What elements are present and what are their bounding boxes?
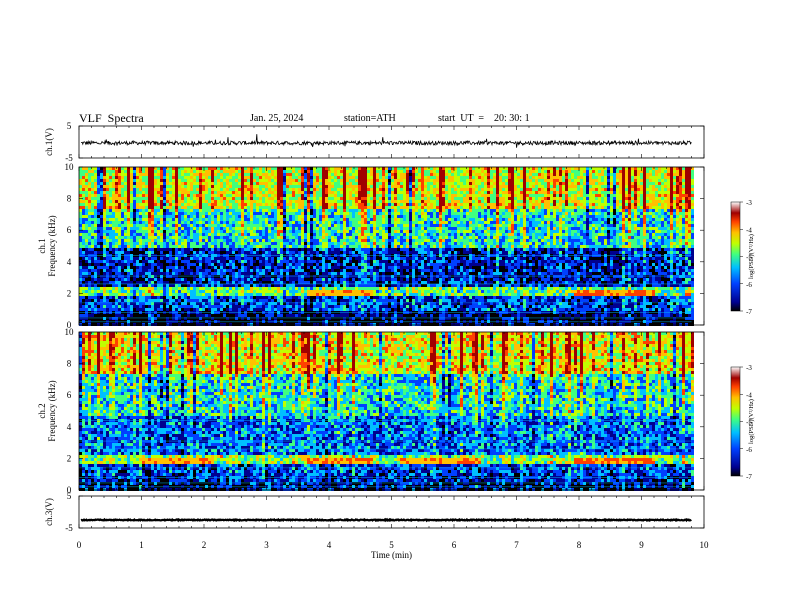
y-tick-label: 8	[67, 194, 72, 204]
y-tick-label: 4	[67, 422, 72, 432]
colorbar-tick-label: -3	[746, 199, 752, 207]
colorbar-tick-label: -4	[746, 226, 752, 234]
y-tick-label: 6	[67, 225, 72, 235]
x-tick-label: 2	[202, 540, 207, 550]
colorbar-label: log(PSD)(V²/Hz)	[748, 399, 755, 444]
spectrogram-cells	[79, 167, 694, 326]
x-tick-label: 10	[700, 540, 710, 550]
y-tick-label: 5	[67, 121, 72, 131]
panel-frame-4	[79, 496, 704, 528]
colorbar	[731, 367, 740, 476]
y-axis-label: Frequency (kHz)	[47, 380, 57, 441]
y-tick-label: 6	[67, 390, 72, 400]
x-tick-label: 3	[264, 540, 269, 550]
y-tick-label: 4	[67, 257, 72, 267]
y-tick-label: 5	[67, 491, 72, 501]
x-tick-label: 8	[577, 540, 582, 550]
y-tick-label: 2	[67, 453, 72, 463]
y-tick-label: 8	[67, 359, 72, 369]
x-axis-label: Time (min)	[371, 550, 412, 560]
waveform-trace	[81, 134, 691, 148]
x-tick-label: 7	[514, 540, 519, 550]
x-tick-label: 1	[139, 540, 144, 550]
x-tick-label: 0	[77, 540, 82, 550]
x-tick-label: 5	[389, 540, 394, 550]
x-tick-label: 6	[452, 540, 457, 550]
channel-label: ch.2	[37, 403, 47, 418]
colorbar-tick-label: -6	[746, 446, 752, 454]
y-tick-label: 2	[67, 288, 72, 298]
channel-label: ch.1	[37, 238, 47, 253]
colorbar	[731, 202, 740, 311]
spectrogram-cells	[79, 332, 694, 491]
y-tick-label: 10	[65, 327, 75, 337]
x-tick-label: 9	[639, 540, 644, 550]
colorbar-label: log(PSD)(V²/Hz)	[748, 234, 755, 279]
x-tick-label: 4	[327, 540, 332, 550]
y-axis-label: Frequency (kHz)	[47, 215, 57, 276]
colorbar-tick-label: -7	[746, 308, 752, 316]
colorbar-tick-label: -6	[746, 281, 752, 289]
colorbar-tick-label: -7	[746, 473, 752, 481]
colorbar-tick-label: -3	[746, 364, 752, 372]
colorbar-tick-label: -4	[746, 391, 752, 399]
waveform-trace	[81, 520, 691, 521]
y-tick-label: -5	[65, 523, 73, 533]
y-axis-label: ch.1(V)	[44, 128, 54, 156]
y-tick-label: 10	[65, 162, 75, 172]
y-axis-label: ch.3(V)	[44, 498, 54, 526]
